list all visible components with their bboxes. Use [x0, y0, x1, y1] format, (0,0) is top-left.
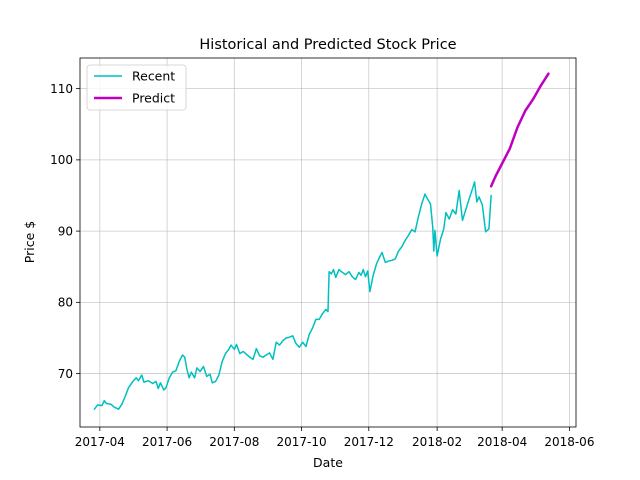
y-tick-label: 100: [50, 153, 73, 167]
predict-series-line: [489, 72, 550, 188]
x-tick-label: 2018-02: [412, 435, 462, 449]
y-axis-label: Price $: [22, 221, 37, 263]
x-tick-label: 2018-04: [477, 435, 527, 449]
plot-series: [93, 72, 550, 410]
legend-label-recent: Recent: [132, 69, 175, 84]
plot-frame: [79, 57, 577, 428]
x-tick-label: 2017-08: [209, 435, 259, 449]
y-tick-label: 110: [50, 82, 73, 96]
legend-label-predict: Predict: [132, 91, 175, 106]
x-tick-label: 2017-06: [142, 435, 192, 449]
x-tick-label: 2017-04: [75, 435, 125, 449]
y-tick-label: 70: [58, 367, 73, 381]
x-tick-label: 2018-06: [544, 435, 594, 449]
y-tick-label: 80: [58, 296, 73, 310]
y-tick-label: 90: [58, 224, 73, 238]
chart-title: Historical and Predicted Stock Price: [199, 37, 456, 53]
axis-ticks: 2017-04 2017-06 2017-08 2017-10 2017-12 2018-…: [50, 82, 594, 449]
x-tick-label: 2017-12: [344, 435, 394, 449]
x-tick-label: 2017-10: [276, 435, 326, 449]
recent-series-line: [93, 181, 492, 410]
x-axis-label: Date: [313, 455, 343, 470]
grid-lines: [80, 58, 576, 427]
legend: Recent Predict: [86, 64, 187, 111]
